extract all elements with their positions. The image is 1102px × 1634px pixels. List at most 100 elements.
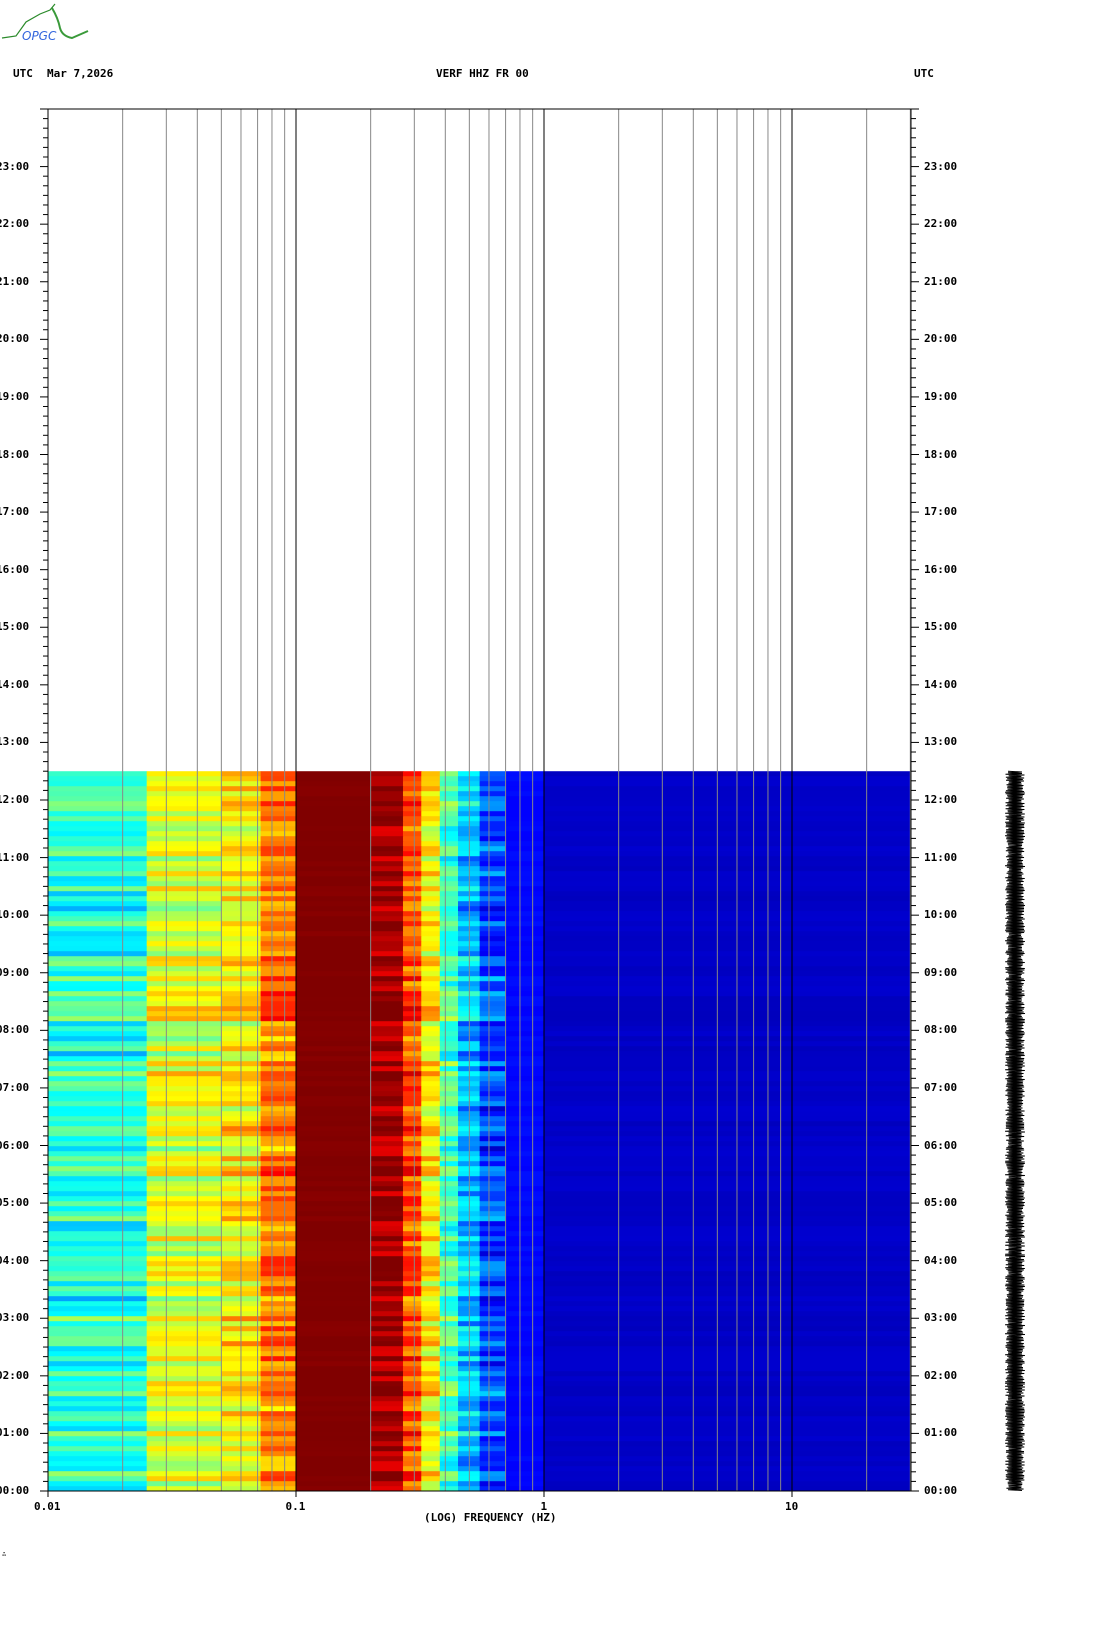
spectrogram-cell — [146, 1041, 222, 1047]
spectrogram-cell — [370, 821, 404, 827]
spectrogram-cell — [505, 1431, 545, 1437]
spectrogram-cell — [439, 1101, 459, 1107]
spectrogram-cell — [260, 1156, 297, 1162]
spectrogram-cell — [505, 791, 545, 797]
spectrogram-cell — [48, 906, 148, 912]
spectrogram-cell — [296, 1266, 372, 1272]
spectrogram-cell — [296, 1446, 372, 1452]
spectrogram-cell — [296, 1481, 372, 1487]
spectrogram-cell — [544, 1221, 911, 1227]
spectrogram-cell — [439, 1221, 459, 1227]
spectrogram-cell — [479, 1076, 507, 1082]
spectrogram-cell — [296, 1001, 372, 1007]
spectrogram-cell — [505, 1121, 545, 1127]
spectrogram-cell — [260, 946, 297, 952]
spectrogram-cell — [421, 991, 441, 997]
spectrogram-cell — [439, 1461, 459, 1467]
spectrogram-cell — [260, 1366, 297, 1372]
spectrogram-cell — [421, 1296, 441, 1302]
spectrogram-cell — [296, 821, 372, 827]
spectrogram-cell — [370, 1036, 404, 1042]
spectrogram-cell — [296, 836, 372, 842]
spectrogram-cell — [505, 831, 545, 837]
spectrogram-cell — [439, 996, 459, 1002]
spectrogram-cell — [260, 1071, 297, 1077]
spectrogram-cell — [421, 776, 441, 782]
spectrogram-cell — [421, 1476, 441, 1482]
spectrogram-cell — [479, 1091, 507, 1097]
spectrogram-cell — [296, 811, 372, 817]
spectrogram-cell — [146, 1401, 222, 1407]
spectrogram-cell — [439, 1226, 459, 1232]
spectrogram-cell — [48, 1281, 148, 1287]
spectrogram-cell — [479, 956, 507, 962]
spectrogram-cell — [421, 1401, 441, 1407]
spectrogram-cell — [260, 911, 297, 917]
spectrogram-cell — [505, 1326, 545, 1332]
spectrogram-cell — [421, 1171, 441, 1177]
spectrogram-cell — [479, 806, 507, 812]
spectrogram-cell — [421, 1141, 441, 1147]
spectrogram-cell — [370, 1426, 404, 1432]
spectrogram-cell — [544, 821, 911, 827]
y-tick-label-left: 21:00 — [0, 274, 30, 288]
spectrogram-cell — [421, 1321, 441, 1327]
spectrogram-cell — [48, 1151, 148, 1157]
spectrogram-cell — [146, 1051, 222, 1057]
spectrogram-cell — [544, 936, 911, 942]
spectrogram-cell — [146, 1191, 222, 1197]
spectrogram-cell — [48, 1486, 148, 1492]
spectrogram-cell — [48, 911, 148, 917]
spectrogram-cell — [544, 796, 911, 802]
spectrogram-cell — [296, 1086, 372, 1092]
spectrogram-cell — [505, 1041, 545, 1047]
spectrogram-cell — [402, 916, 422, 922]
spectrogram-cell — [48, 951, 148, 957]
spectrogram-cell — [439, 1381, 459, 1387]
spectrogram-cell — [296, 1136, 372, 1142]
spectrogram-cell — [402, 946, 422, 952]
spectrogram-cell — [505, 1036, 545, 1042]
spectrogram-cell — [544, 1396, 911, 1402]
spectrogram-cell — [479, 1171, 507, 1177]
spectrogram-cell — [479, 891, 507, 897]
spectrogram-cell — [439, 1186, 459, 1192]
spectrogram-cell — [48, 826, 148, 832]
spectrogram-cell — [146, 826, 222, 832]
spectrogram-cell — [544, 1026, 911, 1032]
spectrogram-cell — [48, 1106, 148, 1112]
spectrogram-cell — [402, 896, 422, 902]
spectrogram-cell — [439, 1301, 459, 1307]
spectrogram-cell — [370, 1091, 404, 1097]
spectrogram-cell — [421, 1076, 441, 1082]
spectrogram-cell — [505, 1456, 545, 1462]
spectrogram-cell — [479, 1481, 507, 1487]
spectrogram-cell — [260, 1381, 297, 1387]
spectrogram-cell — [260, 1416, 297, 1422]
spectrogram-cell — [370, 1341, 404, 1347]
spectrogram-cell — [439, 1446, 459, 1452]
spectrogram-cell — [370, 1041, 404, 1047]
spectrogram-cell — [479, 1096, 507, 1102]
spectrogram-cell — [421, 836, 441, 842]
spectrogram-cell — [505, 1136, 545, 1142]
spectrogram-cell — [48, 1036, 148, 1042]
spectrogram-cell — [421, 856, 441, 862]
spectrogram-cell — [505, 1336, 545, 1342]
spectrogram-cell — [260, 1431, 297, 1437]
y-tick-label-left: 22:00 — [0, 217, 30, 231]
spectrogram-cell — [296, 986, 372, 992]
spectrogram-cell — [260, 1096, 297, 1102]
spectrogram-cell — [439, 1046, 459, 1052]
spectrogram-cell — [421, 926, 441, 932]
spectrogram-cell — [544, 1431, 911, 1437]
spectrogram-cell — [439, 846, 459, 852]
spectrogram-cell — [402, 886, 422, 892]
spectrogram-cell — [402, 1221, 422, 1227]
spectrogram-cell — [421, 946, 441, 952]
spectrogram-cell — [146, 966, 222, 972]
spectrogram-cell — [402, 1056, 422, 1062]
spectrogram-cell — [48, 921, 148, 927]
spectrogram-cell — [296, 1011, 372, 1017]
spectrogram-cell — [505, 891, 545, 897]
